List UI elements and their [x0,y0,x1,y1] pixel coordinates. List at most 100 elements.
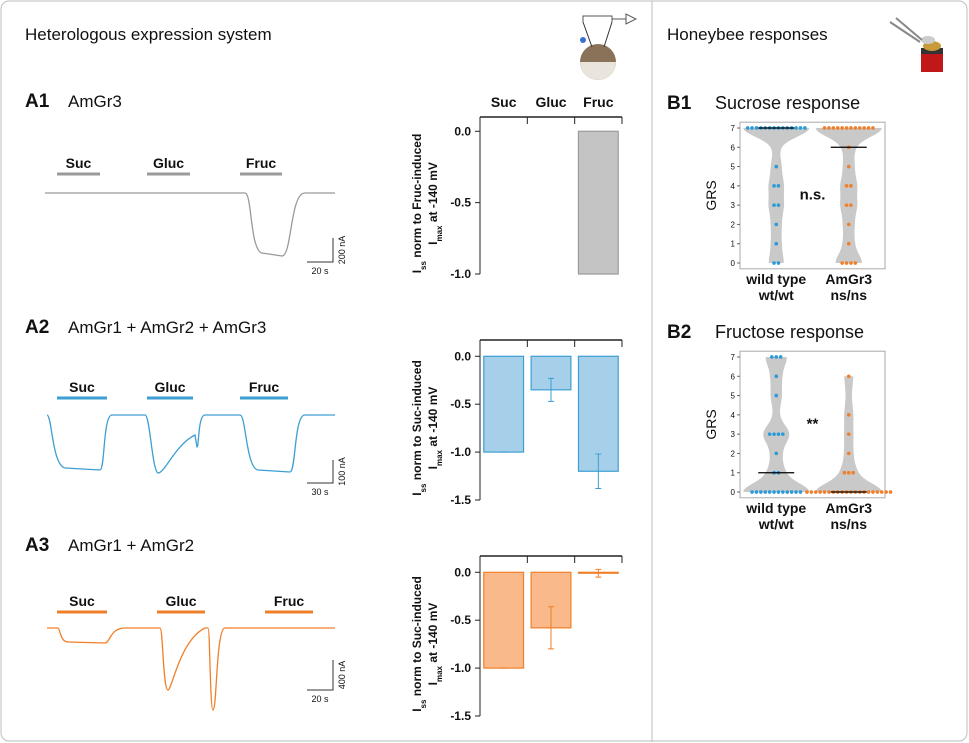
group-label: ns/ns [830,516,867,532]
data-point [776,490,781,494]
y-label-part: norm to Fruc-induced [410,134,424,261]
data-point [776,432,781,436]
y-tick-label: 7 [731,353,736,362]
y-tick-label: 5 [731,163,736,172]
y-tick-label: 3 [731,430,736,439]
y-label-part: norm to Suc-induced [410,360,424,483]
data-point [844,184,849,188]
data-point [846,413,851,417]
header-left: Heterologous expression system [25,25,272,44]
data-point [774,222,779,227]
data-point [849,184,853,188]
y-label-line: Iss norm to Suc-induced [410,576,428,712]
data-point [827,490,831,494]
data-point [778,355,783,359]
data-point [781,490,785,494]
y-tick-label: 0 [731,488,736,497]
y-tick-label: -0.5 [450,613,471,627]
violin-body [743,356,810,493]
y-tick-label: -0.5 [450,397,471,411]
y-tick-label: -1.5 [450,709,471,723]
data-point [805,490,809,494]
scale-x-label: 30 s [311,487,329,497]
y-tick-label: 7 [731,124,736,133]
data-point [846,164,851,169]
panel-label: A1 [25,91,50,112]
data-point [831,126,836,130]
data-point [767,432,772,436]
data-point [772,261,776,265]
data-point [888,490,893,494]
data-point [844,261,849,265]
y-label-line: Imax at -140 mV [426,162,444,245]
plot-frame [739,350,886,499]
stimulus-label: Gluc [165,593,196,609]
y-label-part: ss [419,699,428,708]
scale-y-label: 100 nA [337,457,347,486]
group-label: AmGr3 [825,271,872,287]
data-point [813,490,818,494]
group-label: wt/wt [758,287,794,303]
data-point [774,451,779,456]
group-label: wild type [745,271,806,287]
y-axis-label: Iss norm to Fruc-induced Imax at -140 mV [410,134,444,274]
data-point [846,222,851,227]
scale-x-label: 20 s [311,266,329,276]
y-tick-label: 0.0 [454,349,471,363]
panel-title: Sucrose response [715,93,860,113]
y-tick-label: 2 [731,220,736,229]
data-point [846,470,851,475]
data-point [763,490,768,494]
y-tick-label: 6 [731,143,736,152]
data-point [842,470,847,475]
y-label-part: I [410,708,424,711]
data-point [840,126,844,130]
y-tick-label: 0.0 [454,565,471,579]
category-label: Suc [491,94,517,110]
y-tick-label: 6 [731,372,736,381]
y-tick-label: 4 [731,182,736,191]
panel-title: AmGr3 [68,92,122,111]
data-point [851,470,855,475]
y-axis-label: Iss norm to Suc-induced Imax at -140 mV [410,360,444,496]
data-point [759,490,763,494]
data-point [767,490,772,494]
data-point [776,261,781,265]
current-trace [45,192,335,257]
data-point [822,126,827,130]
stimulus-label: Fruc [274,593,305,609]
y-axis-label: GRS [703,180,719,210]
y-label-part: at -140 mV [426,162,440,225]
y-tick-label: -1.5 [450,493,471,507]
annotation: ** [807,416,819,433]
y-axis-label: Iss norm to Suc-induced Imax at -140 mV [410,576,444,712]
group-label: AmGr3 [825,500,872,516]
error-bar [548,377,554,402]
y-label-part: I [410,492,424,495]
data-point [754,490,759,494]
data-point [750,126,754,130]
annotation: n.s. [800,187,826,204]
current-trace [47,627,335,711]
data-point [772,184,776,188]
y-tick-label: 2 [731,449,736,458]
data-point [776,184,781,188]
stimulus-label: Fruc [246,155,277,171]
y-label-line: Imax at -140 mV [426,387,444,470]
y-label-line: Imax at -140 mV [426,603,444,686]
y-tick-label: -1.0 [450,445,471,459]
data-point [835,126,840,130]
y-label-part: max [435,665,444,682]
y-tick-label: 0 [731,259,736,268]
data-point [818,490,822,494]
panel-title: AmGr1 + AmGr2 + AmGr3 [68,318,266,337]
y-axis-label: GRS [703,409,719,439]
data-point [844,126,849,130]
panel-label: A2 [25,317,49,338]
data-point [774,393,779,398]
scale-bar [307,238,334,263]
y-tick-label: -1.0 [450,661,471,675]
y-label-part: max [435,449,444,466]
data-point [754,126,759,130]
y-tick-label: 1 [731,240,736,249]
